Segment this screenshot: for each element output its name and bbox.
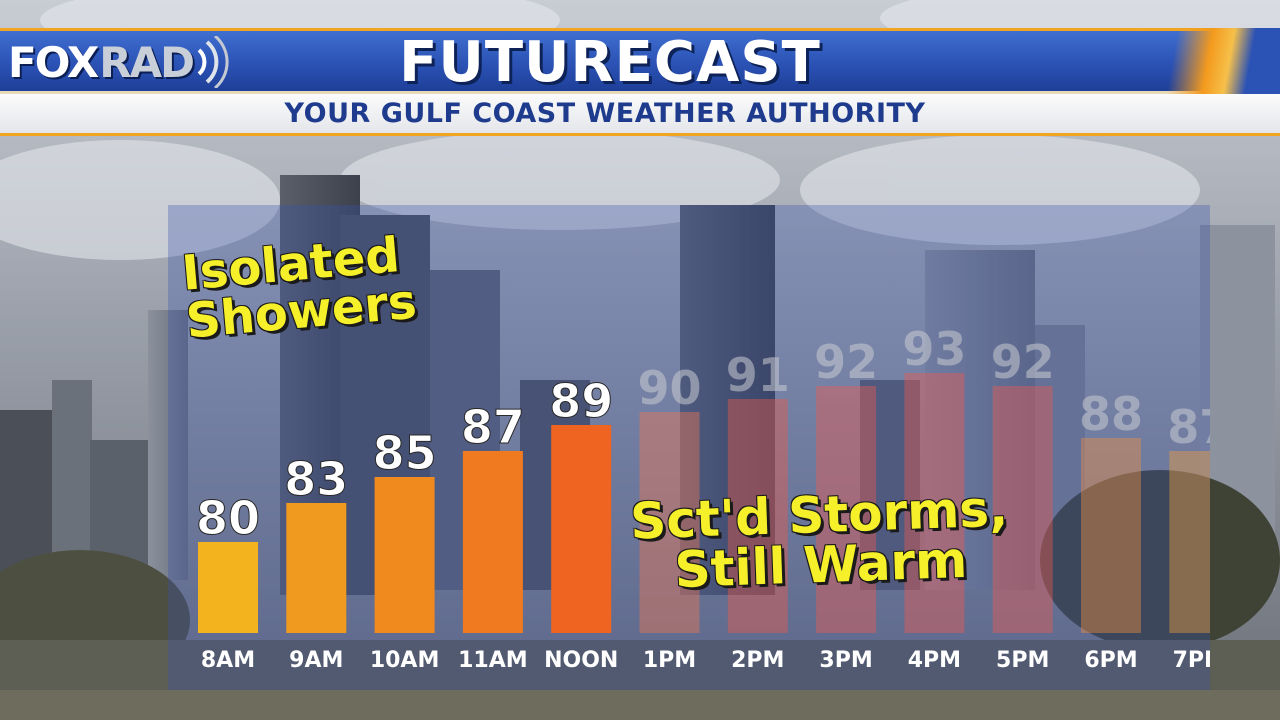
- bar-5pm: [992, 386, 1053, 633]
- logo-primary: FOX: [8, 37, 99, 87]
- x-tick-7pm: 7PM: [1173, 648, 1210, 673]
- value-label-2pm: 91: [726, 348, 790, 402]
- value-label-7pm: 87: [1167, 400, 1210, 454]
- value-label-8am: 80: [196, 491, 260, 545]
- bar-11am: [462, 451, 523, 633]
- page-title: FUTURECAST: [399, 30, 821, 95]
- x-tick-6pm: 6PM: [1084, 648, 1137, 673]
- bar-8am: [198, 542, 258, 633]
- bar-2pm: [727, 399, 788, 633]
- value-label-noon: 89: [549, 374, 613, 428]
- page-subtitle: YOUR GULF COAST WEATHER AUTHORITY: [284, 98, 926, 129]
- afternoon-callout: Sct'd Storms, Still Warm: [598, 479, 1041, 599]
- bar-noon: [551, 425, 612, 633]
- x-tick-9am: 9AM: [289, 648, 343, 673]
- bar-1pm: [639, 412, 700, 633]
- radio-waves-icon: [197, 36, 229, 88]
- bar-3pm: [816, 386, 877, 633]
- x-tick-noon: NOON: [544, 648, 618, 673]
- x-tick-11am: 11AM: [458, 648, 528, 673]
- logo-secondary: RAD: [99, 37, 195, 87]
- x-tick-1pm: 1PM: [643, 648, 696, 673]
- morning-callout: Isolated Showers: [180, 227, 419, 350]
- value-label-9am: 83: [284, 452, 348, 506]
- bar-4pm: [904, 373, 965, 633]
- value-label-6pm: 88: [1079, 387, 1143, 441]
- header-accent-stripe: [1150, 28, 1280, 94]
- header-bar: [0, 28, 1280, 94]
- bar-9am: [286, 503, 347, 633]
- chart-panel: 80 8AM 83 9AM 85 10AM 87 11AM 89 NOON 90 1PM 91 2PM 92…: [168, 205, 1210, 690]
- bar-7pm: [1169, 451, 1210, 633]
- value-label-10am: 85: [373, 426, 437, 480]
- bar-10am: [374, 477, 435, 633]
- x-tick-3pm: 3PM: [819, 648, 872, 673]
- value-label-11am: 87: [461, 400, 525, 454]
- value-label-1pm: 90: [637, 361, 701, 415]
- value-label-3pm: 92: [814, 335, 878, 389]
- x-tick-8am: 8AM: [201, 648, 255, 673]
- station-logo: FOX RAD: [8, 36, 229, 88]
- x-tick-2pm: 2PM: [731, 648, 784, 673]
- x-tick-5pm: 5PM: [996, 648, 1049, 673]
- temperature-bar-chart: 80 8AM 83 9AM 85 10AM 87 11AM 89 NOON 90 1PM 91 2PM 92…: [195, 322, 1210, 673]
- subtitle-bar: [0, 94, 1280, 136]
- x-tick-4pm: 4PM: [908, 648, 961, 673]
- value-label-4pm: 93: [902, 322, 966, 376]
- value-label-5pm: 92: [991, 335, 1055, 389]
- bar-6pm: [1081, 438, 1141, 633]
- x-tick-10am: 10AM: [370, 648, 440, 673]
